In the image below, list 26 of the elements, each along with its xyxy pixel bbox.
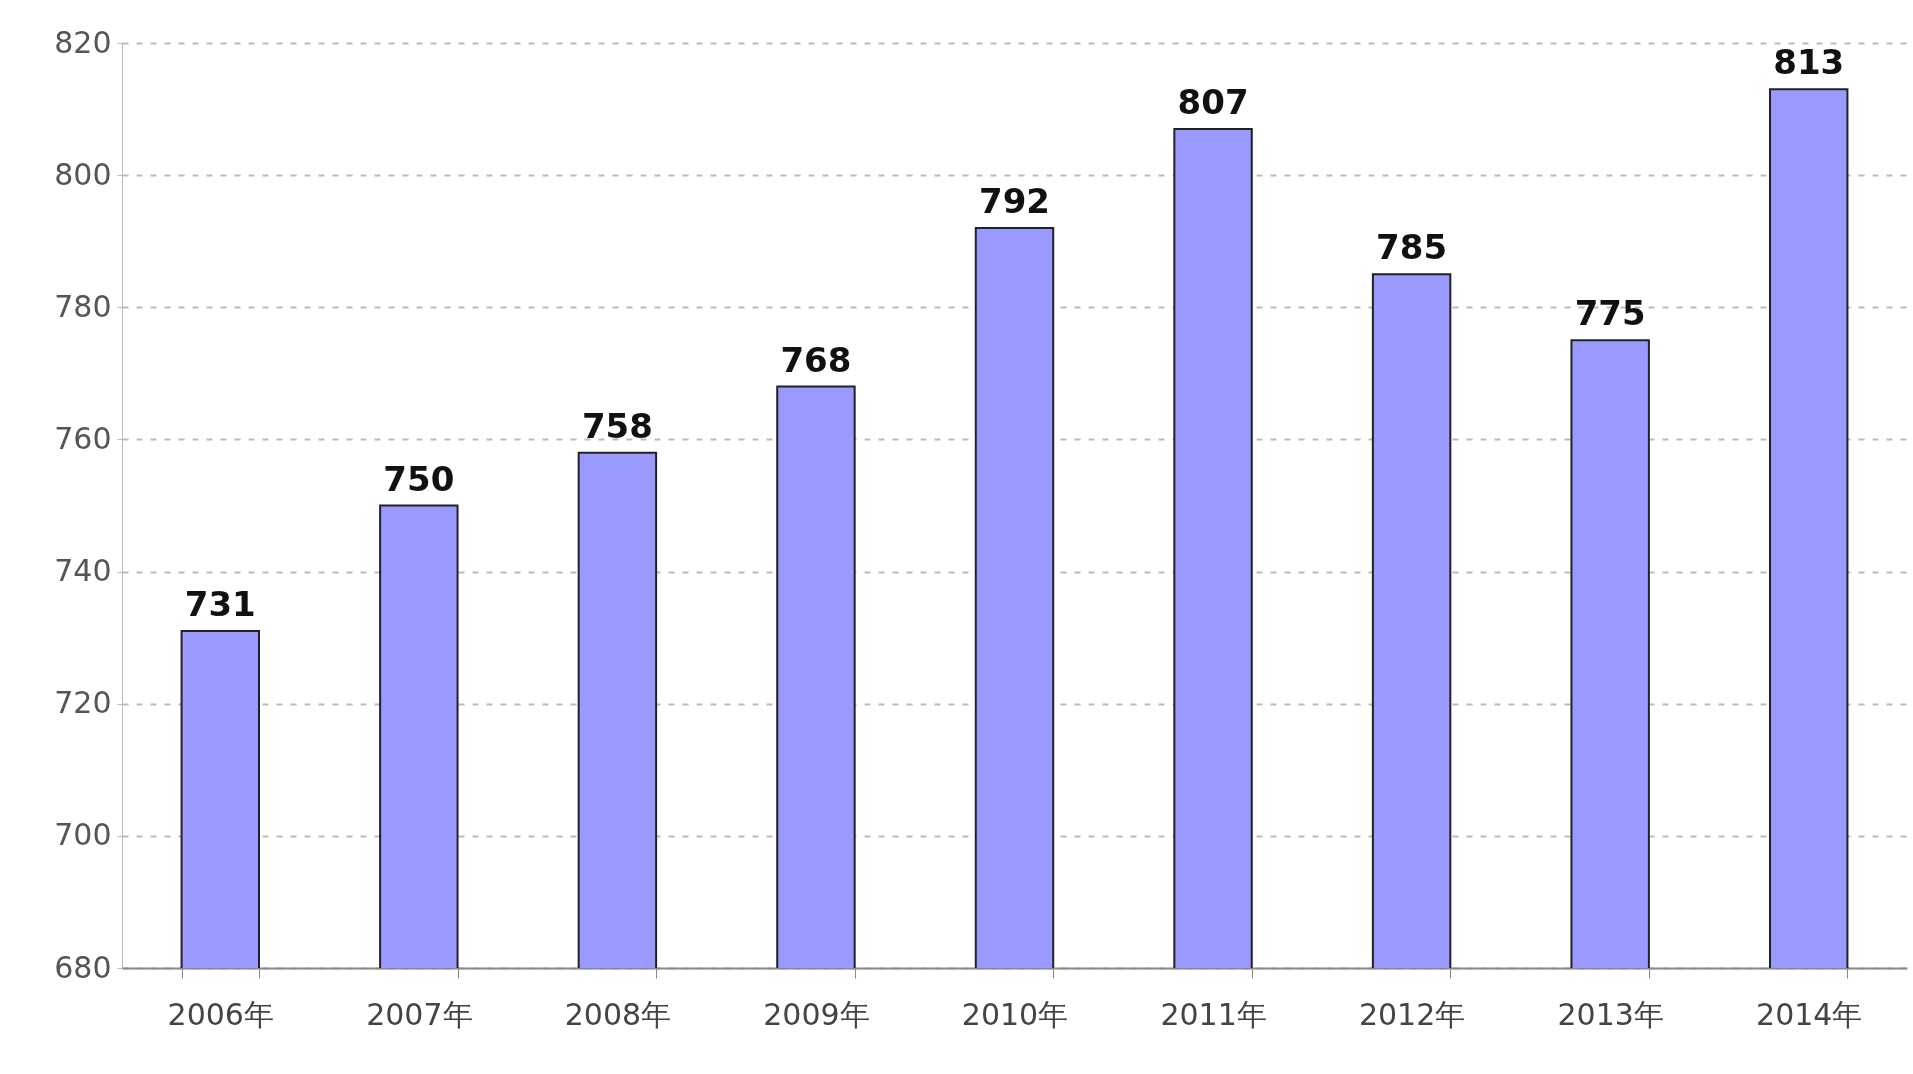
data-label: 731	[184, 584, 256, 625]
y-tick-label: 720	[54, 685, 112, 721]
x-tick-label: 2007年	[366, 996, 473, 1032]
data-label: 807	[1177, 81, 1249, 122]
data-label: 813	[1773, 42, 1845, 83]
y-tick-label: 780	[54, 288, 112, 324]
y-tick-label: 760	[54, 420, 112, 456]
data-label: 768	[780, 339, 852, 380]
y-tick-label: 680	[54, 949, 112, 985]
data-label: 758	[581, 405, 653, 446]
data-label: 750	[383, 458, 455, 499]
data-label: 792	[979, 181, 1050, 221]
y-tick-label: 800	[54, 156, 112, 192]
x-tick-label: 2014年	[1756, 996, 1863, 1032]
x-tick-label: 2008年	[564, 996, 672, 1032]
x-tick-label: 2011年	[1160, 996, 1267, 1032]
y-tick-label: 700	[54, 817, 112, 853]
x-tick-label: 2010年	[961, 996, 1069, 1032]
y-tick-label: 820	[54, 24, 112, 60]
data-label: 775	[1574, 293, 1646, 334]
y-tick-label: 740	[54, 553, 112, 589]
x-tick-label: 2006年	[167, 996, 274, 1032]
x-tick-label: 2013年	[1557, 996, 1664, 1032]
x-tick-label: 2009年	[763, 996, 870, 1032]
x-tick-label: 2012年	[1358, 996, 1466, 1032]
data-label: 785	[1376, 227, 1448, 268]
